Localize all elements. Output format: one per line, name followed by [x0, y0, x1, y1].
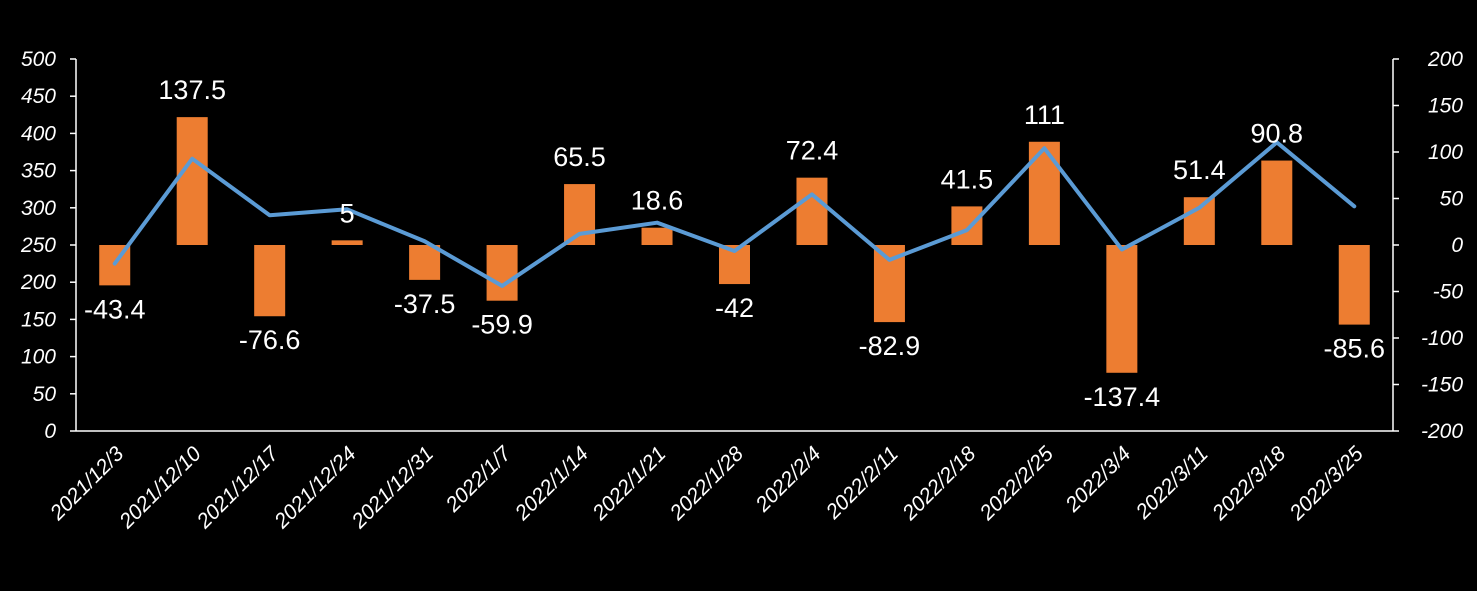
bar-2022/3/18	[1261, 160, 1293, 245]
right-tick-label: 100	[1428, 141, 1463, 164]
bar-data-label: -37.5	[394, 289, 456, 319]
bar-2022/3/25	[1338, 245, 1370, 325]
category-label: 2021/12/24	[269, 442, 360, 533]
bar-2022/2/4	[796, 177, 828, 245]
bar-data-label: -137.4	[1084, 382, 1161, 412]
category-label: 2022/2/18	[897, 442, 980, 525]
right-tick-label: -100	[1421, 327, 1463, 350]
bar-data-label: 65.5	[553, 142, 606, 172]
category-label: 2022/1/28	[665, 442, 748, 525]
left-tick-label: 50	[33, 383, 57, 406]
left-tick-label: 350	[21, 160, 56, 183]
right-tick-label: -200	[1421, 420, 1463, 443]
bar-data-label: 90.8	[1251, 119, 1304, 149]
category-label: 2022/3/4	[1061, 442, 1136, 517]
bar-2022/1/21	[641, 227, 673, 245]
bar-data-label: -85.6	[1323, 334, 1385, 364]
bar-data-label: -76.6	[239, 325, 301, 355]
right-tick-label: -150	[1421, 374, 1463, 397]
left-tick-label: 100	[21, 346, 56, 369]
left-tick-label: 0	[44, 420, 56, 443]
bar-data-label: 18.6	[631, 186, 684, 216]
bar-data-label: -43.4	[84, 294, 146, 324]
left-tick-label: 300	[21, 197, 56, 220]
category-label: 2021/12/31	[347, 442, 438, 533]
bar-data-label: 41.5	[941, 164, 994, 194]
bar-data-label: -42	[715, 293, 754, 323]
bar-data-label: 137.5	[158, 75, 226, 105]
category-label: 2022/2/4	[751, 442, 826, 517]
left-tick-label: 250	[20, 234, 56, 257]
bar-data-label: 51.4	[1173, 155, 1226, 185]
right-tick-label: 150	[1428, 95, 1463, 118]
left-tick-label: 500	[21, 48, 56, 71]
category-label: 2022/1/21	[588, 442, 671, 525]
left-tick-label: 400	[21, 122, 56, 145]
category-label: 2021/12/17	[192, 441, 284, 533]
category-label: 2022/2/11	[821, 442, 903, 524]
category-label: 2022/3/25	[1285, 442, 1368, 525]
bar-2021/12/17	[254, 245, 286, 317]
bar-data-label: 5	[340, 198, 355, 228]
right-tick-label: 50	[1440, 188, 1464, 211]
bar-2022/2/18	[951, 206, 983, 245]
bar-2021/12/24	[331, 240, 363, 245]
right-tick-label: 200	[1427, 48, 1463, 71]
category-label: 2021/12/10	[114, 442, 206, 534]
bar-2022/3/11	[1183, 197, 1215, 245]
category-label: 2022/2/25	[975, 442, 1058, 525]
bar-data-label: -59.9	[471, 310, 533, 340]
bar-2022/1/7	[486, 245, 518, 301]
bar-2022/3/4	[1106, 245, 1138, 373]
category-label: 2022/1/7	[441, 441, 517, 517]
right-tick-label: -50	[1433, 281, 1464, 304]
category-label: 2022/1/14	[510, 442, 593, 525]
left-tick-label: 450	[21, 85, 56, 108]
category-label: 2022/3/18	[1207, 442, 1290, 525]
bar-data-label: 111	[1024, 100, 1065, 130]
left-tick-label: 200	[20, 271, 56, 294]
bar-data-label: -82.9	[859, 331, 921, 361]
category-label: 2021/12/3	[45, 442, 128, 525]
bar-2021/12/31	[409, 245, 441, 280]
bar-data-label: 72.4	[786, 136, 839, 166]
left-tick-label: 150	[21, 308, 56, 331]
category-label: 2022/3/11	[1131, 442, 1213, 524]
right-tick-label: 0	[1451, 234, 1463, 257]
bar-2021/12/10	[176, 117, 208, 245]
